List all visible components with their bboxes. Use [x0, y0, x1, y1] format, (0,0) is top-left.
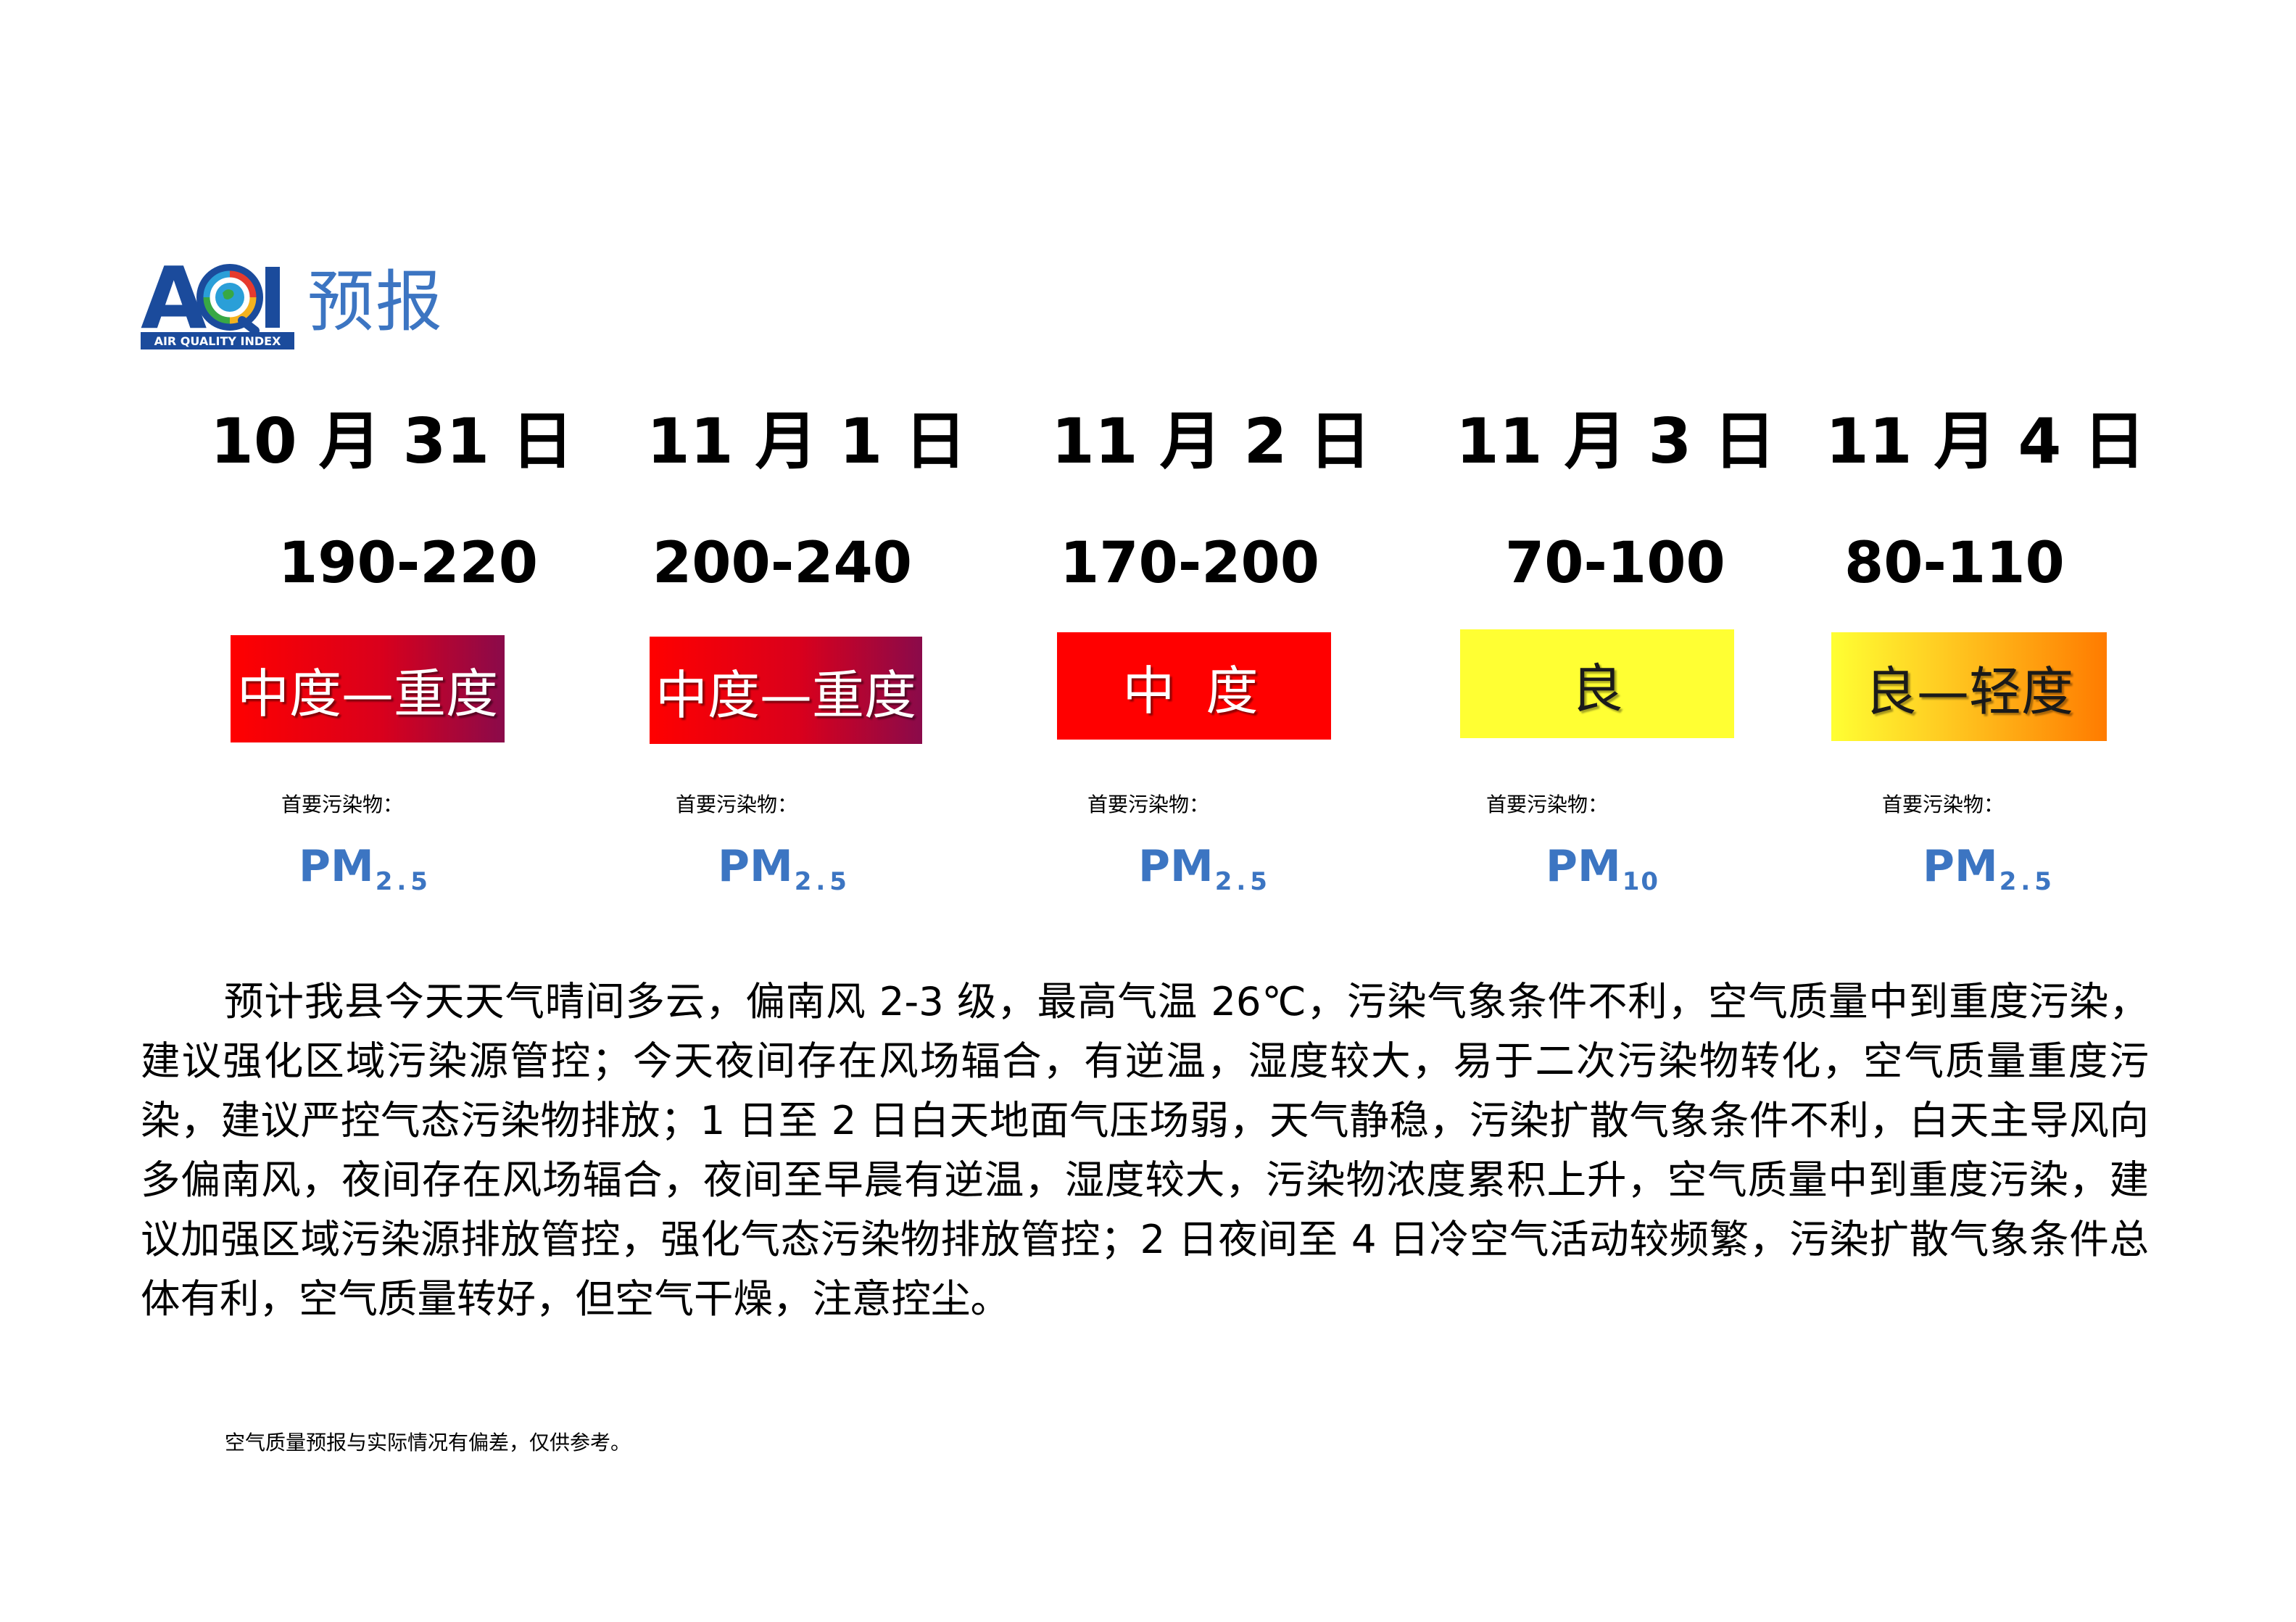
- primary-pollutant: PM2.5: [299, 845, 432, 894]
- pollutant-subscript: 2.5: [794, 867, 851, 896]
- forecast-date: 11 月 1 日: [647, 405, 967, 478]
- pollutant-name: PM: [299, 841, 374, 892]
- pollutant-subscript: 10: [1622, 867, 1660, 896]
- disclaimer: 空气质量预报与实际情况有偏差，仅供参考。: [225, 1431, 631, 1455]
- primary-pollutant-label: 首要污染物：: [1882, 793, 2005, 816]
- aqi-level-badge: 良—轻度: [1831, 632, 2107, 741]
- primary-pollutant-label: 首要污染物：: [1087, 793, 1210, 816]
- primary-pollutant-label: 首要污染物：: [1486, 793, 1609, 816]
- aqi-level-label: 中度—重度: [655, 664, 916, 726]
- aqi-logo: A AIR QUALITY INDEX 预报: [141, 257, 460, 358]
- pollutant-name: PM: [1138, 841, 1214, 892]
- aqi-range: 190-220: [278, 531, 539, 596]
- pollutant-name: PM: [718, 841, 793, 892]
- forecast-date: 11 月 3 日: [1456, 405, 1776, 478]
- pollutant-subscript: 2.5: [1214, 867, 1272, 896]
- aqi-range: 70-100: [1505, 531, 1725, 596]
- aqi-range: 200-240: [652, 531, 913, 596]
- aqi-level-badge: 中 度: [1057, 632, 1331, 740]
- forecast-description: 预计我县今天天气晴间多云，偏南风 2-3 级，最高气温 26℃，污染气象条件不利…: [141, 978, 2149, 1322]
- aqi-range: 80-110: [1844, 531, 2065, 596]
- aqi-level-badge: 良: [1460, 629, 1734, 738]
- primary-pollutant: PM2.5: [1923, 845, 2056, 894]
- forecast-date: 11 月 4 日: [1825, 405, 2146, 478]
- aqi-level-badge: 中度—重度: [231, 635, 505, 742]
- aqi-level-label: 良: [1570, 658, 1623, 719]
- page-title: 预报: [307, 263, 444, 341]
- logo-tagline: AIR QUALITY INDEX: [154, 334, 281, 348]
- pollutant-subscript: 2.5: [375, 867, 432, 896]
- primary-pollutant-label: 首要污染物：: [676, 793, 798, 816]
- aqi-range: 170-200: [1060, 531, 1320, 596]
- forecast-date: 10 月 31 日: [210, 405, 574, 478]
- pollutant-name: PM: [1923, 841, 1998, 892]
- aqi-logo-icon: A AIR QUALITY INDEX: [141, 257, 294, 349]
- aqi-level-label: 中 度: [1122, 660, 1266, 721]
- pollutant-name: PM: [1546, 841, 1621, 892]
- primary-pollutant: PM2.5: [1138, 845, 1272, 894]
- forecast-date: 11 月 2 日: [1051, 405, 1372, 478]
- aqi-level-label: 良—轻度: [1864, 661, 2073, 722]
- primary-pollutant: PM10: [1546, 845, 1659, 894]
- aqi-level-badge: 中度—重度: [650, 637, 922, 744]
- primary-pollutant-label: 首要污染物：: [281, 793, 404, 816]
- aqi-level-label: 中度—重度: [236, 663, 498, 724]
- pollutant-subscript: 2.5: [1999, 867, 2056, 896]
- primary-pollutant: PM2.5: [718, 845, 851, 894]
